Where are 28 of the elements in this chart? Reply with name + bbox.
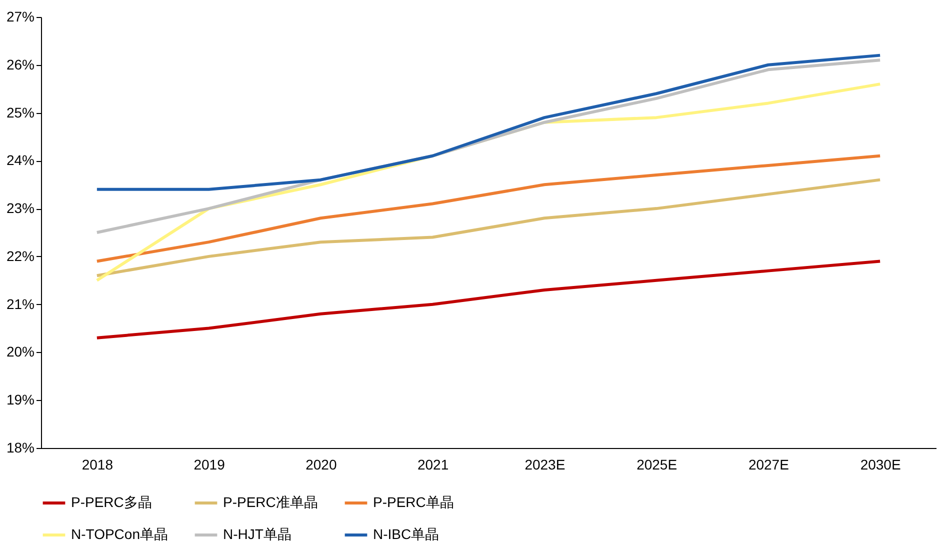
- x-tick-label: 2027E: [748, 456, 789, 472]
- y-tick-label: 23%: [6, 200, 34, 216]
- x-tick-label: 2020: [306, 456, 337, 472]
- y-tick-label: 27%: [6, 8, 34, 24]
- y-tick-label: 24%: [6, 152, 34, 168]
- line-series: [95, 260, 882, 340]
- legend-label: P-PERC准单晶: [223, 494, 318, 510]
- line-series: [95, 54, 882, 191]
- legend-label: N-HJT单晶: [223, 526, 292, 542]
- x-tick-label: 2019: [194, 456, 226, 472]
- legend-label: P-PERC多晶: [71, 494, 152, 510]
- y-tick-label: 18%: [6, 440, 34, 456]
- legend-label: P-PERC单晶: [373, 494, 454, 510]
- y-tick-label: 22%: [6, 248, 34, 264]
- line-series: [95, 154, 882, 263]
- legend-label: N-TOPCon单晶: [71, 526, 168, 542]
- x-tick-label: 2023E: [524, 456, 566, 472]
- x-tick-label: 2018: [82, 456, 114, 472]
- line-series: [95, 178, 882, 278]
- y-tick-label: 21%: [6, 296, 34, 312]
- x-tick-label: 2021: [417, 456, 449, 472]
- x-tick-label: 2030E: [860, 456, 901, 472]
- y-tick-label: 19%: [6, 392, 34, 408]
- legend-label: N-IBC单晶: [373, 526, 440, 542]
- y-tick-label: 20%: [6, 344, 34, 360]
- y-tick-label: 26%: [6, 56, 34, 72]
- y-tick-label: 25%: [6, 104, 34, 120]
- x-tick-label: 2025E: [636, 456, 678, 472]
